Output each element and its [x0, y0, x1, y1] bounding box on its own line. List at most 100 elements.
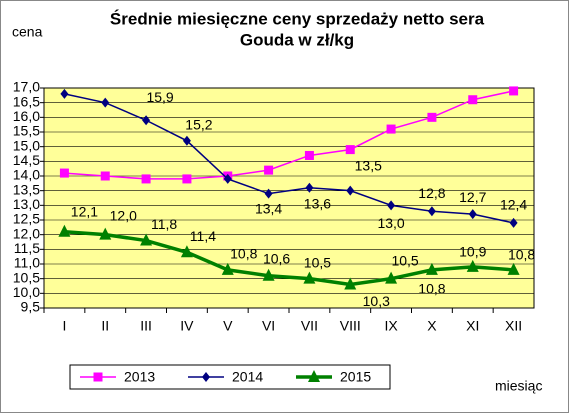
y-tick-label: 14,5: [13, 152, 40, 168]
data-label: 10,5: [391, 252, 418, 268]
x-tick-label: XI: [466, 318, 479, 334]
data-point: [507, 262, 520, 275]
data-point: [223, 173, 232, 184]
legend-marker: [202, 372, 210, 382]
data-label: 10,3: [363, 293, 390, 309]
data-label: 15,9: [146, 89, 173, 105]
y-tick-label: 11,5: [14, 240, 40, 256]
data-label: 10,5: [304, 254, 331, 270]
x-tick-label: IV: [180, 318, 194, 334]
x-tick-label: I: [62, 318, 66, 334]
x-tick-label: III: [140, 318, 152, 334]
y-tick-label: 14,0: [13, 167, 40, 183]
y-tick-label: 13,5: [13, 181, 40, 197]
data-point: [344, 277, 357, 290]
data-label: 10,8: [230, 246, 257, 262]
x-tick-label: X: [427, 318, 437, 334]
data-label: 12,1: [71, 203, 98, 219]
data-point: [425, 262, 438, 275]
y-tick-label: 16,5: [13, 93, 40, 109]
chart-title: Gouda w zł/kg: [240, 30, 354, 49]
y-tick-label: 15,5: [13, 123, 40, 139]
data-label: 10,8: [418, 281, 445, 297]
data-point: [264, 188, 273, 199]
data-point: [468, 209, 477, 220]
legend-marker: [93, 372, 103, 382]
x-tick-label: XII: [505, 318, 522, 334]
data-point: [509, 217, 518, 228]
data-point: [387, 200, 396, 211]
data-label: 12,4: [500, 197, 527, 213]
data-label: 13,5: [355, 157, 382, 173]
x-tick-label: II: [101, 318, 109, 334]
legend-label: 2015: [340, 369, 371, 385]
data-point: [509, 86, 519, 96]
data-label: 13,0: [377, 215, 404, 231]
data-point: [427, 206, 436, 217]
data-label: 10,9: [459, 244, 486, 260]
data-point: [262, 268, 275, 281]
y-tick-label: 11,0: [14, 255, 40, 271]
data-point: [427, 112, 437, 122]
legend-label: 2014: [232, 369, 263, 385]
data-label: 13,6: [304, 195, 331, 211]
y-tick-label: 17,0: [13, 79, 40, 95]
x-axis-label: miesiąc: [495, 378, 542, 394]
data-point: [101, 97, 110, 108]
data-label: 12,0: [110, 207, 137, 223]
data-label: 12,8: [418, 185, 445, 201]
y-tick-label: 15,0: [13, 137, 40, 153]
plot-area: [43, 87, 535, 309]
data-label: 15,2: [185, 117, 212, 133]
data-point: [385, 271, 398, 284]
y-tick-label: 12,5: [13, 211, 40, 227]
data-label: 10,6: [263, 250, 290, 266]
data-point: [58, 224, 71, 237]
data-point: [142, 115, 151, 126]
data-point: [180, 245, 193, 258]
y-tick-label: 16,0: [13, 108, 40, 124]
series-line: [64, 93, 514, 224]
x-tick-label: VIII: [340, 318, 361, 334]
x-tick-label: V: [223, 318, 233, 334]
data-point: [305, 182, 314, 193]
data-point: [303, 271, 316, 284]
data-point: [264, 165, 274, 175]
data-point: [468, 95, 478, 105]
data-point: [140, 233, 153, 246]
y-axis-label: cena: [12, 24, 43, 40]
data-point: [182, 135, 191, 146]
data-label: 10,8: [508, 247, 535, 263]
series-line: [64, 90, 514, 180]
data-point: [386, 124, 396, 134]
data-point: [59, 168, 69, 178]
series-line: [64, 229, 514, 287]
data-label: 12,7: [459, 189, 486, 205]
y-tick-label: 13,0: [13, 196, 40, 212]
data-point: [466, 259, 479, 272]
x-tick-label: IX: [384, 318, 398, 334]
y-tick-label: 9,5: [21, 299, 41, 315]
legend-marker: [308, 370, 320, 382]
data-point: [141, 174, 151, 184]
y-tick-label: 12,0: [13, 225, 40, 241]
x-tick-label: VI: [262, 318, 275, 334]
data-point: [345, 145, 355, 155]
chart-title: Średnie miesięczne ceny sprzedaży netto …: [110, 9, 485, 28]
y-tick-label: 10,0: [13, 284, 40, 300]
data-label: 11,4: [190, 228, 216, 244]
data-point: [100, 171, 110, 181]
data-point: [182, 174, 192, 184]
data-point: [346, 185, 355, 196]
data-label: 13,4: [255, 200, 282, 216]
data-label: 11,8: [151, 216, 177, 232]
data-point: [304, 150, 314, 160]
data-point: [60, 88, 69, 99]
legend-box: [69, 364, 391, 390]
data-point: [221, 262, 234, 275]
data-point: [99, 227, 112, 240]
y-tick-label: 10,5: [13, 269, 40, 285]
legend-label: 2013: [124, 369, 155, 385]
